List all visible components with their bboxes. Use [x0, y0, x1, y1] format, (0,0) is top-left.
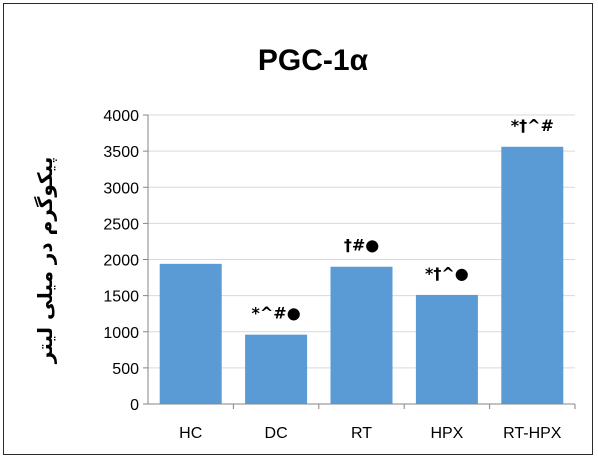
significance-label: †#●: [344, 236, 379, 255]
category-label: HC: [179, 425, 202, 442]
bar-dc: [245, 334, 308, 404]
y-tick-label: 1000: [103, 325, 139, 342]
category-label: RT-HPX: [503, 425, 562, 442]
bar-rt-hpx: [501, 146, 564, 405]
y-tick-label: 1500: [103, 289, 139, 306]
significance-label: *†^●: [425, 264, 469, 283]
category-label: RT: [351, 425, 372, 442]
bars: [159, 146, 564, 405]
x-axis-categories: HC DC RT HPX RT-HPX: [179, 404, 576, 442]
chart-title: PGC-1α: [258, 44, 369, 77]
y-tick-label: 4000: [103, 108, 139, 125]
significance-label: *^#●: [252, 304, 301, 323]
y-axis-ticks: 0 500 1000 1500 2000 2500 3000 3500 4000: [103, 108, 148, 414]
y-tick-label: 0: [130, 397, 139, 414]
y-tick-label: 3000: [103, 180, 139, 197]
category-label: HPX: [430, 425, 463, 442]
bar-rt: [330, 266, 393, 404]
data-annotations: *^#● †#● *†^● *†^#: [252, 116, 554, 323]
bar-hpx: [415, 294, 478, 404]
y-tick-label: 2000: [103, 253, 139, 270]
bar-hc: [159, 263, 222, 404]
significance-label: *†^#: [511, 116, 554, 135]
y-tick-label: 500: [112, 361, 139, 378]
y-tick-label: 3500: [103, 144, 139, 161]
y-tick-label: 2500: [103, 216, 139, 233]
y-axis-label: پیکوگرم در میلی لیتر: [33, 157, 58, 364]
category-label: DC: [265, 425, 288, 442]
